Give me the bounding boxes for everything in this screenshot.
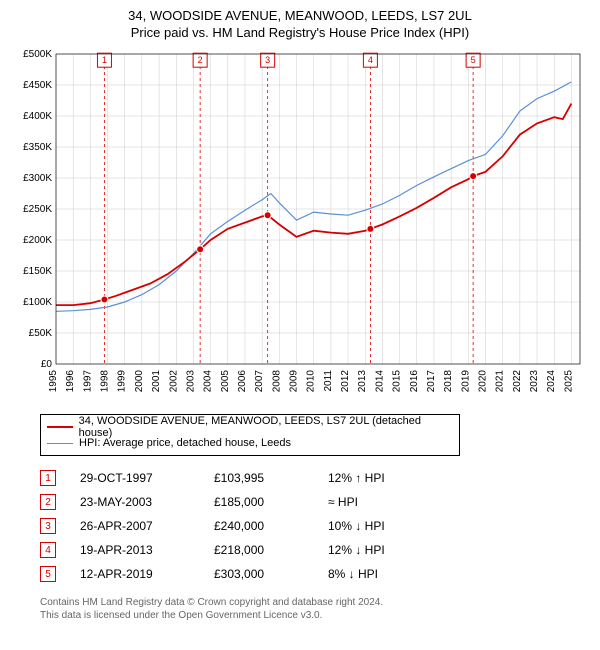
- svg-text:1995: 1995: [48, 370, 59, 393]
- legend-row: 34, WOODSIDE AVENUE, MEANWOOD, LEEDS, LS…: [47, 419, 453, 435]
- svg-text:2001: 2001: [151, 370, 162, 393]
- transaction-marker: 5: [40, 566, 56, 582]
- svg-text:4: 4: [368, 55, 373, 65]
- chart-container: 34, WOODSIDE AVENUE, MEANWOOD, LEEDS, LS…: [0, 0, 600, 632]
- svg-text:2005: 2005: [220, 370, 231, 393]
- transaction-price: £103,995: [214, 471, 304, 485]
- svg-text:£500K: £500K: [23, 49, 52, 60]
- svg-text:2017: 2017: [426, 370, 437, 393]
- svg-text:2025: 2025: [563, 370, 574, 393]
- svg-text:2008: 2008: [271, 370, 282, 393]
- transaction-hpi: ≈ HPI: [328, 495, 418, 509]
- svg-text:£150K: £150K: [23, 266, 52, 277]
- svg-text:2018: 2018: [443, 370, 454, 393]
- transactions-table: 1 29-OCT-1997 £103,995 12% ↑ HPI 2 23-MAY-200…: [40, 466, 590, 586]
- transaction-marker: 2: [40, 494, 56, 510]
- svg-text:2006: 2006: [237, 370, 248, 393]
- transaction-row: 5 12-APR-2019 £303,000 8% ↓ HPI: [40, 562, 590, 586]
- svg-text:£0: £0: [41, 359, 53, 370]
- svg-text:£100K: £100K: [23, 297, 52, 308]
- svg-text:£200K: £200K: [23, 235, 52, 246]
- transaction-hpi: 12% ↑ HPI: [328, 471, 418, 485]
- transaction-date: 12-APR-2019: [80, 567, 190, 581]
- svg-text:1998: 1998: [100, 370, 111, 393]
- legend-label: HPI: Average price, detached house, Leed…: [79, 437, 291, 449]
- svg-text:2022: 2022: [512, 370, 523, 393]
- footer-line1: Contains HM Land Registry data © Crown c…: [40, 596, 590, 609]
- svg-text:1: 1: [102, 55, 107, 65]
- chart-svg: £0 £50K £100K £150K £200K £250K £300K £350K £400…: [10, 46, 590, 406]
- svg-text:5: 5: [471, 55, 476, 65]
- svg-text:2019: 2019: [460, 370, 471, 393]
- svg-text:2016: 2016: [409, 370, 420, 393]
- footer-attribution: Contains HM Land Registry data © Crown c…: [40, 596, 590, 622]
- transaction-hpi: 12% ↓ HPI: [328, 543, 418, 557]
- svg-text:2000: 2000: [134, 370, 145, 393]
- transaction-price: £240,000: [214, 519, 304, 533]
- svg-text:£350K: £350K: [23, 142, 52, 153]
- svg-text:1997: 1997: [82, 370, 93, 393]
- svg-text:£400K: £400K: [23, 111, 52, 122]
- svg-text:£250K: £250K: [23, 204, 52, 215]
- svg-text:2014: 2014: [374, 370, 385, 393]
- transaction-price: £303,000: [214, 567, 304, 581]
- svg-text:2021: 2021: [495, 370, 506, 393]
- transaction-row: 1 29-OCT-1997 £103,995 12% ↑ HPI: [40, 466, 590, 490]
- svg-text:2010: 2010: [306, 370, 317, 393]
- transaction-marker: 1: [40, 470, 56, 486]
- transaction-price: £185,000: [214, 495, 304, 509]
- svg-text:2023: 2023: [529, 370, 540, 393]
- svg-text:2012: 2012: [340, 370, 351, 393]
- legend-swatch: [47, 426, 73, 428]
- footer-line2: This data is licensed under the Open Gov…: [40, 609, 590, 622]
- legend-label: 34, WOODSIDE AVENUE, MEANWOOD, LEEDS, LS…: [79, 415, 453, 439]
- svg-text:2015: 2015: [392, 370, 403, 393]
- title-address: 34, WOODSIDE AVENUE, MEANWOOD, LEEDS, LS…: [10, 8, 590, 23]
- svg-text:2024: 2024: [546, 370, 557, 393]
- transaction-row: 3 26-APR-2007 £240,000 10% ↓ HPI: [40, 514, 590, 538]
- chart-area: £0 £50K £100K £150K £200K £250K £300K £350K £400…: [10, 46, 590, 406]
- transaction-row: 4 19-APR-2013 £218,000 12% ↓ HPI: [40, 538, 590, 562]
- transaction-date: 23-MAY-2003: [80, 495, 190, 509]
- svg-text:£300K: £300K: [23, 173, 52, 184]
- transaction-hpi: 8% ↓ HPI: [328, 567, 418, 581]
- transaction-date: 19-APR-2013: [80, 543, 190, 557]
- svg-text:2: 2: [198, 55, 203, 65]
- transaction-marker: 3: [40, 518, 56, 534]
- transaction-marker: 4: [40, 542, 56, 558]
- legend-swatch: [47, 443, 73, 444]
- svg-text:1999: 1999: [117, 370, 128, 393]
- titles: 34, WOODSIDE AVENUE, MEANWOOD, LEEDS, LS…: [10, 8, 590, 40]
- svg-text:1996: 1996: [65, 370, 76, 393]
- transaction-price: £218,000: [214, 543, 304, 557]
- svg-text:2002: 2002: [168, 370, 179, 393]
- svg-text:2020: 2020: [478, 370, 489, 393]
- transaction-date: 26-APR-2007: [80, 519, 190, 533]
- svg-text:£450K: £450K: [23, 80, 52, 91]
- svg-text:2004: 2004: [203, 370, 214, 393]
- svg-text:2013: 2013: [357, 370, 368, 393]
- svg-text:2003: 2003: [185, 370, 196, 393]
- svg-text:2011: 2011: [323, 370, 334, 392]
- svg-text:2007: 2007: [254, 370, 265, 393]
- title-subtitle: Price paid vs. HM Land Registry's House …: [10, 25, 590, 40]
- transaction-date: 29-OCT-1997: [80, 471, 190, 485]
- transaction-row: 2 23-MAY-2003 £185,000 ≈ HPI: [40, 490, 590, 514]
- svg-text:£50K: £50K: [29, 328, 53, 339]
- transaction-hpi: 10% ↓ HPI: [328, 519, 418, 533]
- legend-box: 34, WOODSIDE AVENUE, MEANWOOD, LEEDS, LS…: [40, 414, 460, 456]
- svg-text:2009: 2009: [289, 370, 300, 393]
- svg-text:3: 3: [265, 55, 270, 65]
